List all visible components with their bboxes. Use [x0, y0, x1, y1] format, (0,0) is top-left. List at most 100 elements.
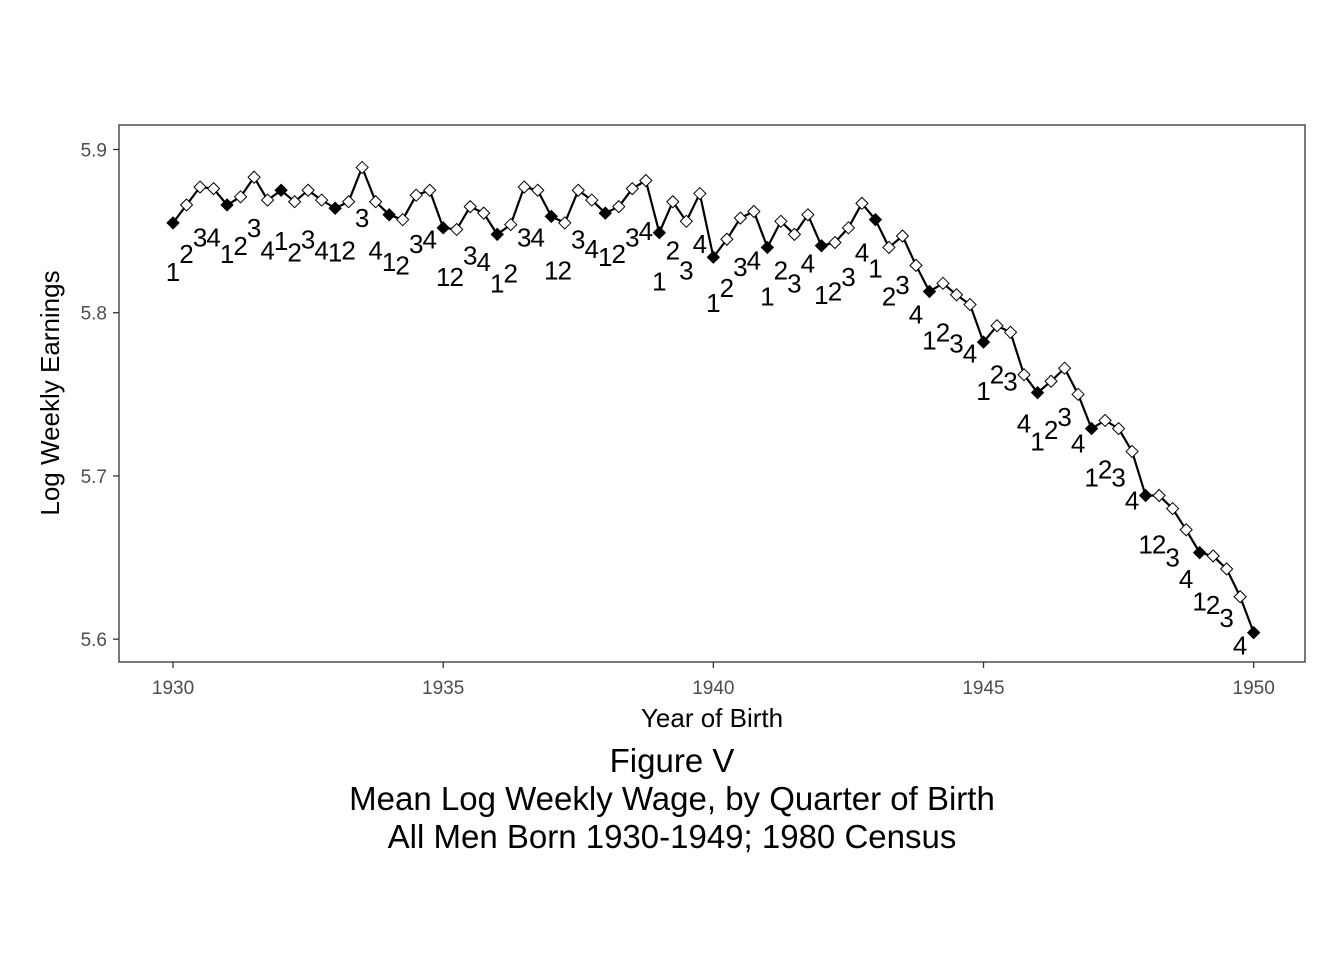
x-tick-label: 1950: [1233, 678, 1275, 699]
data-point-open: [1233, 590, 1247, 604]
quarter-label: 2: [1044, 415, 1058, 445]
data-point-open: [882, 240, 896, 255]
data-point-open: [260, 193, 275, 207]
quarter-label: 1: [490, 268, 504, 298]
data-point-filled: [490, 227, 504, 242]
data-point-open: [895, 229, 910, 243]
quarter-label: 3: [193, 223, 207, 253]
data-point-filled: [976, 335, 991, 349]
quarter-label: 3: [733, 252, 747, 282]
data-point-open: [720, 232, 734, 246]
quarter-label: 4: [747, 245, 761, 275]
quarter-label: 4: [422, 224, 436, 254]
data-point-open: [517, 180, 531, 194]
data-point-open: [855, 196, 869, 211]
data-point-open: [1057, 361, 1072, 375]
data-point-open: [301, 183, 315, 197]
data-point-open: [639, 173, 653, 188]
quarter-label: 3: [895, 270, 909, 300]
quarter-label: 1: [814, 280, 828, 310]
data-point-open: [949, 288, 964, 302]
quarter-label: 3: [463, 241, 477, 271]
data-point-open: [314, 193, 329, 207]
quarter-label: 4: [909, 299, 923, 329]
quarter-label: 1: [868, 254, 882, 284]
data-point-open: [787, 227, 802, 242]
quarter-label: 3: [1003, 366, 1017, 396]
data-point-open: [625, 181, 640, 196]
data-point-open: [1206, 549, 1220, 563]
quarter-label: 4: [693, 229, 707, 259]
data-point-filled: [1084, 421, 1099, 436]
figure-caption-title: Mean Log Weekly Wage, by Quarter of Birt…: [349, 780, 995, 817]
quarter-label: 4: [368, 236, 382, 266]
quarter-label: 2: [449, 262, 463, 292]
data-point-open: [206, 181, 221, 196]
data-point-filled: [382, 208, 396, 222]
quarter-label: 2: [666, 236, 680, 266]
quarter-label: 1: [1192, 587, 1206, 617]
data-point-open: [409, 188, 423, 202]
data-point-filled: [1192, 545, 1207, 560]
quarter-label: 3: [409, 229, 423, 259]
data-point-open: [1044, 374, 1058, 388]
quarter-label: 1: [598, 242, 612, 272]
quarter-label: 1: [382, 247, 396, 277]
quarter-label: 2: [1098, 454, 1112, 484]
quarter-label: 2: [179, 239, 193, 269]
quarter-label: 3: [679, 255, 693, 285]
quarter-label: 2: [558, 255, 572, 285]
quarter-label: 3: [1219, 603, 1233, 633]
markers-group: [166, 160, 1261, 640]
quarter-label: 4: [855, 237, 869, 267]
data-point-filled: [1138, 488, 1153, 503]
quarter-label: 2: [503, 259, 517, 289]
quarter-label: 3: [301, 224, 315, 254]
quarter-label: 3: [625, 223, 639, 253]
data-point-open: [233, 190, 248, 204]
data-point-open: [504, 217, 518, 232]
quarter-label: 3: [355, 203, 369, 233]
data-point-filled: [1030, 385, 1045, 400]
y-tick-label: 5.7: [81, 467, 107, 488]
y-tick-label: 5.8: [81, 304, 107, 325]
data-point-open: [801, 208, 815, 222]
y-tick-label: 5.6: [81, 630, 107, 651]
data-point-filled: [760, 240, 775, 255]
data-point-open: [463, 199, 477, 214]
data-point-open: [341, 195, 356, 209]
quarter-label: 1: [706, 288, 720, 318]
quarter-label: 4: [585, 234, 599, 264]
quarter-label: 1: [328, 237, 342, 267]
quarter-label: 1: [652, 267, 666, 297]
quarter-label: 1: [166, 257, 180, 287]
data-point-open: [558, 216, 572, 230]
data-point-open: [936, 276, 950, 291]
quarter-label: 2: [612, 239, 626, 269]
quarter-label: 1: [760, 281, 774, 311]
y-tick-label: 5.9: [81, 140, 107, 161]
data-point-open: [1219, 562, 1234, 576]
quarter-label: 2: [395, 250, 409, 280]
data-point-filled: [922, 284, 937, 299]
x-tick-label: 1935: [422, 678, 464, 699]
quarter-label: 3: [571, 224, 585, 254]
quarter-label: 2: [774, 255, 788, 285]
quarter-label: 1: [1030, 427, 1044, 457]
data-point-open: [1071, 387, 1085, 402]
data-point-open: [179, 198, 194, 212]
quarter-label: 2: [233, 231, 247, 261]
quarter-label: 3: [787, 268, 801, 298]
quarter-label: 2: [341, 236, 355, 266]
quarter-label: 3: [841, 262, 855, 292]
quarter-label: 2: [720, 273, 734, 303]
quarter-label: 1: [922, 325, 936, 355]
data-point-open: [247, 170, 261, 184]
data-point-open: [449, 222, 464, 237]
quarter-label: 3: [949, 329, 963, 359]
data-point-open: [193, 180, 207, 194]
quarter-label: 4: [206, 223, 220, 253]
data-point-filled: [1246, 625, 1261, 640]
data-point-open: [963, 297, 977, 312]
